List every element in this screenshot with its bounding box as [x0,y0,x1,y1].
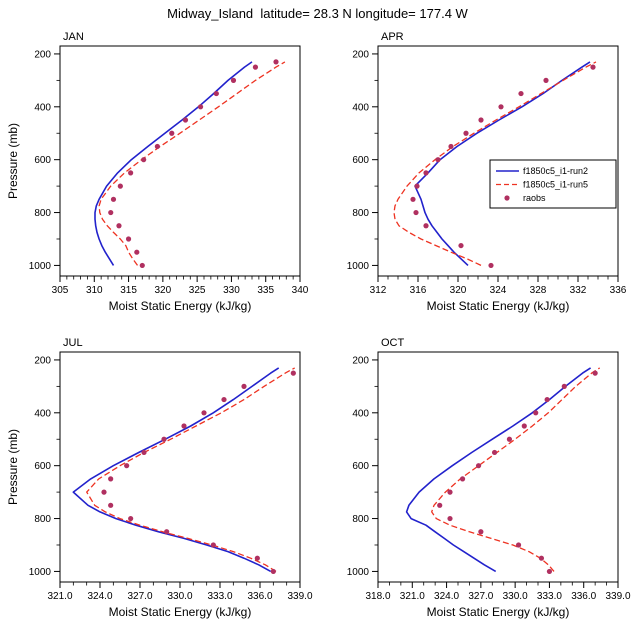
svg-text:321.0: 321.0 [47,591,72,602]
svg-text:f1850c5_i1-run5: f1850c5_i1-run5 [523,180,588,190]
svg-text:200: 200 [34,355,51,366]
svg-text:324.0: 324.0 [434,591,459,602]
svg-text:325: 325 [189,285,206,296]
svg-text:328: 328 [530,285,547,296]
chart-panel-jul: 321.0 324.0 327.0 330.0 333.0 336.0 339.0 200 40… [6,337,313,619]
svg-text:400: 400 [352,102,369,113]
svg-text:Pressure (mb): Pressure (mb) [6,429,20,505]
svg-text:324: 324 [490,285,507,296]
svg-text:400: 400 [352,408,369,419]
svg-text:336.0: 336.0 [571,591,596,602]
chart-panel-jan: 305 310 315 320 325 330 335 340 200 400 600 800 1000… [6,31,309,313]
svg-text:JUL: JUL [63,337,83,349]
svg-text:600: 600 [352,155,369,166]
svg-text:600: 600 [352,461,369,472]
svg-text:340: 340 [292,285,309,296]
svg-text:312: 312 [370,285,387,296]
svg-text:315: 315 [120,285,137,296]
svg-text:333.0: 333.0 [537,591,562,602]
svg-text:327.0: 327.0 [127,591,152,602]
svg-text:Pressure (mb): Pressure (mb) [6,123,20,199]
svg-text:400: 400 [34,102,51,113]
svg-text:Moist Static Energy (kJ/kg): Moist Static Energy (kJ/kg) [427,299,570,313]
svg-text:1000: 1000 [347,567,370,578]
svg-text:400: 400 [34,408,51,419]
svg-text:318.0: 318.0 [365,591,390,602]
svg-text:200: 200 [34,49,51,60]
svg-text:332: 332 [570,285,587,296]
svg-text:335: 335 [257,285,274,296]
svg-text:f1850c5_i1-run2: f1850c5_i1-run2 [523,166,588,176]
svg-text:1000: 1000 [29,567,52,578]
svg-text:330.0: 330.0 [503,591,528,602]
svg-text:336: 336 [610,285,627,296]
svg-text:JAN: JAN [63,31,84,43]
svg-text:800: 800 [352,208,369,219]
svg-text:330: 330 [223,285,240,296]
svg-text:339.0: 339.0 [605,591,630,602]
svg-text:330.0: 330.0 [167,591,192,602]
svg-text:600: 600 [34,155,51,166]
svg-text:800: 800 [352,514,369,525]
svg-text:Moist Static Energy (kJ/kg): Moist Static Energy (kJ/kg) [427,605,570,619]
svg-text:1000: 1000 [347,261,370,272]
svg-text:800: 800 [34,208,51,219]
chart-panel-apr: 312 316 320 324 328 332 336 200 400 600 800 1000 APR… [347,31,627,313]
svg-text:305: 305 [52,285,69,296]
plot-title: Midway_Island latitude= 28.3 N longitude… [167,6,468,21]
svg-text:raobs: raobs [523,193,546,203]
svg-text:200: 200 [352,355,369,366]
svg-text:327.0: 327.0 [468,591,493,602]
svg-text:320: 320 [450,285,467,296]
svg-text:Moist Static Energy (kJ/kg): Moist Static Energy (kJ/kg) [109,299,252,313]
svg-text:336.0: 336.0 [247,591,272,602]
svg-text:324.0: 324.0 [87,591,112,602]
svg-text:310: 310 [86,285,103,296]
svg-text:1000: 1000 [29,261,52,272]
svg-text:OCT: OCT [381,337,405,349]
svg-text:321.0: 321.0 [400,591,425,602]
svg-text:800: 800 [34,514,51,525]
svg-text:333.0: 333.0 [207,591,232,602]
svg-text:Moist Static Energy (kJ/kg): Moist Static Energy (kJ/kg) [109,605,252,619]
svg-text:316: 316 [410,285,427,296]
svg-text:320: 320 [155,285,172,296]
svg-text:APR: APR [381,31,404,43]
chart-panel-oct: 318.0 321.0 324.0 327.0 330.0 333.0 336.0 339.0… [347,337,631,619]
svg-text:200: 200 [352,49,369,60]
svg-text:600: 600 [34,461,51,472]
svg-text:339.0: 339.0 [287,591,312,602]
